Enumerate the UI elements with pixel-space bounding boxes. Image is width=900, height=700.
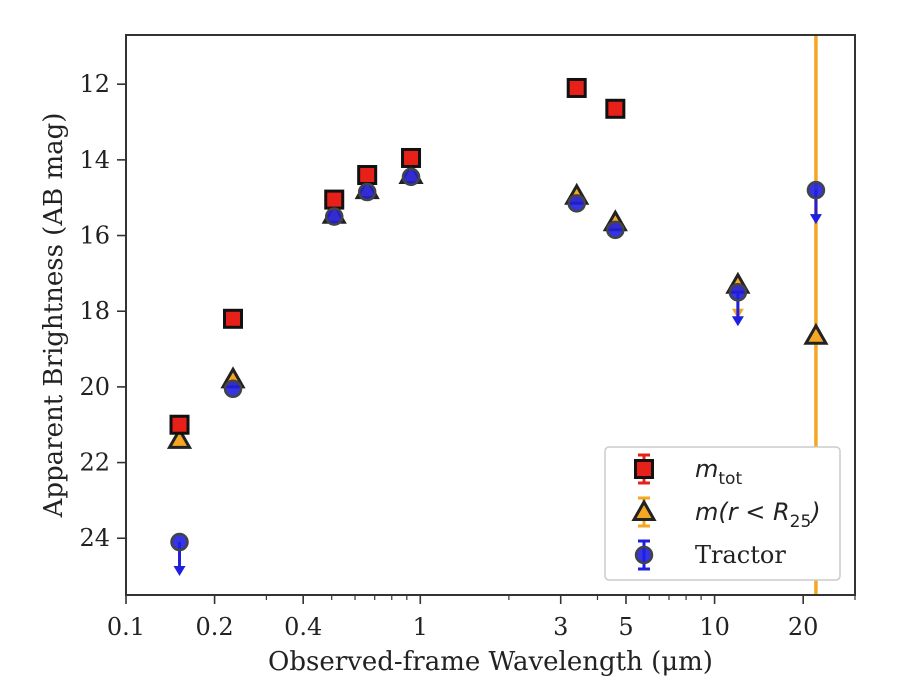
square-point: [169, 414, 190, 435]
upper-limit-arrow-head: [173, 566, 186, 577]
square-point: [324, 189, 345, 210]
y-tick-label: 12: [79, 70, 110, 98]
series-circle: [170, 167, 826, 577]
legend-entry-m-tot: mtot: [695, 455, 742, 489]
circle-point: [324, 207, 344, 226]
legend-markers: [631, 453, 657, 571]
upper-limit-arrow-head: [731, 316, 744, 327]
circle-point: [223, 379, 243, 399]
circle-point: [357, 182, 377, 202]
x-tick-label: 0.1: [107, 613, 145, 641]
x-tick-label: 5: [618, 613, 633, 641]
legend-entry-m-r25: m(r < R25): [695, 498, 821, 532]
triangle-point: [166, 426, 193, 449]
legend-m-r25-close: ): [809, 498, 820, 526]
y-axis: 12 14 16 18 20 22 24: [79, 70, 126, 552]
y-tick-label: 20: [79, 373, 110, 401]
circle-point: [567, 194, 586, 213]
square-point: [223, 308, 244, 329]
square-point: [401, 147, 422, 168]
circle-point: [606, 220, 625, 240]
triangle-point: [803, 322, 829, 345]
circle-point: [170, 532, 189, 552]
x-tick-label: 0.4: [284, 613, 322, 641]
series-triangle: [166, 161, 829, 449]
circle-point: [728, 283, 748, 302]
y-axis-label: Apparent Brightness (AB mag): [39, 113, 69, 519]
legend: mtot m(r < R25) Tractor: [604, 446, 841, 581]
circle-point: [401, 167, 421, 187]
upper-limit-arrow-head: [809, 214, 822, 225]
square-point: [357, 165, 378, 185]
circle-point: [806, 180, 826, 200]
x-axis-label: Observed-frame Wavelength (μm): [268, 647, 713, 677]
x-tick-label: 3: [553, 613, 568, 641]
legend-square-marker: [634, 459, 654, 479]
x-tick-label: 0.2: [196, 613, 234, 641]
y-tick-label: 14: [79, 146, 110, 174]
legend-m-tot-sub: tot: [718, 469, 742, 489]
legend-circle-marker: [634, 545, 654, 565]
y-tick-label: 24: [79, 524, 110, 552]
legend-m-r25-sub: 25: [790, 512, 812, 532]
x-tick-label: 20: [788, 613, 819, 641]
square-point: [566, 77, 587, 98]
y-tick-label: 16: [79, 222, 110, 250]
legend-box: [604, 446, 841, 581]
y-tick-label: 22: [79, 449, 110, 477]
legend-m-r25-main: m(r < R: [695, 498, 790, 526]
x-tick-label: 10: [699, 613, 730, 641]
series-square: [169, 77, 626, 435]
plot-frame: [125, 34, 856, 596]
x-tick-label: 1: [413, 613, 428, 641]
square-point: [605, 98, 626, 119]
legend-triangle-marker: [631, 498, 657, 521]
x-axis: 0.1 0.2 0.4 1 3 5 10 20: [107, 595, 856, 641]
legend-entry-tractor: Tractor: [695, 541, 786, 569]
series-layer: [166, 77, 829, 577]
y-tick-label: 18: [79, 297, 110, 325]
legend-m-tot-main: m: [695, 455, 718, 483]
